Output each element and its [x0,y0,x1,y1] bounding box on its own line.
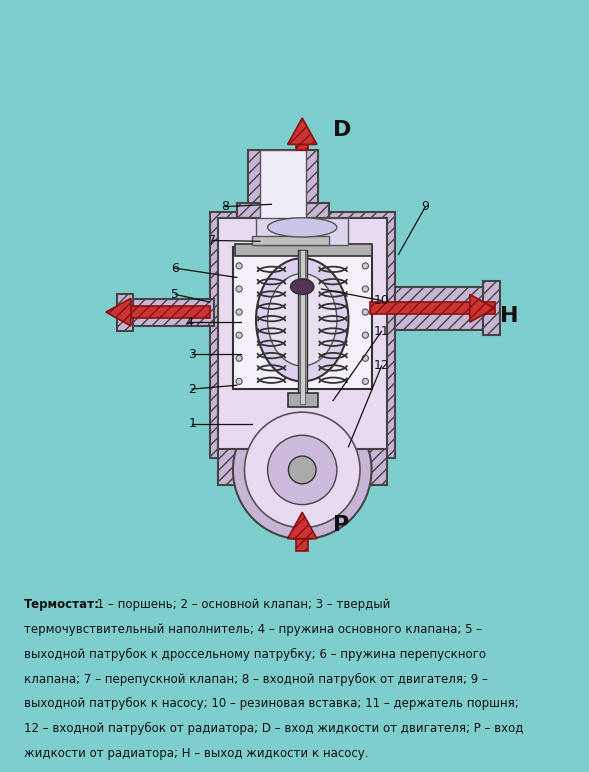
Text: 11: 11 [373,325,389,338]
Bar [235,244,372,256]
Bar [287,393,319,407]
Text: P: P [333,516,349,535]
Polygon shape [470,294,495,322]
Circle shape [244,412,360,528]
Bar [217,443,387,486]
Ellipse shape [267,218,337,237]
Bar [217,218,387,449]
Bar [370,303,495,314]
Text: Термостат:: Термостат: [24,598,100,611]
Bar [256,218,349,245]
Circle shape [267,435,337,505]
Text: 2: 2 [188,383,196,395]
Circle shape [362,262,369,269]
Bar [300,250,305,405]
Circle shape [362,309,369,315]
Text: 8: 8 [221,200,229,213]
Bar [296,144,309,151]
Text: H: H [500,306,519,326]
Circle shape [233,401,372,539]
Circle shape [289,456,316,484]
Circle shape [236,286,242,292]
Text: клапана; 7 – перепускной клапан; 8 – входной патрубок от двигателя; 9 –: клапана; 7 – перепускной клапан; 8 – вхо… [24,672,488,686]
Circle shape [362,286,369,292]
Text: 1: 1 [188,417,196,430]
Text: жидкости от радиатора; H – выход жидкости к насосу.: жидкости от радиатора; H – выход жидкост… [24,747,368,760]
Ellipse shape [291,279,314,294]
Bar [121,299,214,326]
Polygon shape [287,513,317,539]
Circle shape [236,378,242,384]
Text: 4: 4 [185,316,193,329]
Text: 3: 3 [188,348,196,361]
Text: 10: 10 [373,294,389,307]
Circle shape [362,378,369,384]
Bar [131,306,210,318]
Text: выходной патрубок к насосу; 10 – резиновая вставка; 11 – держатель поршня;: выходной патрубок к насосу; 10 – резинов… [24,697,518,710]
Ellipse shape [267,273,337,366]
Text: 9: 9 [422,200,429,213]
Polygon shape [106,298,131,326]
Bar [260,151,306,220]
Bar [233,246,372,389]
Text: 1 – поршень; 2 – основной клапан; 3 – твердый: 1 – поршень; 2 – основной клапан; 3 – тв… [93,598,391,611]
Polygon shape [287,118,317,144]
Bar [117,294,133,330]
Text: 7: 7 [208,234,216,247]
Text: термочувствительный наполнитель; 4 – пружина основного клапана; 5 –: термочувствительный наполнитель; 4 – пру… [24,623,482,636]
Text: 12: 12 [373,360,389,373]
Circle shape [236,332,242,338]
Text: D: D [333,120,352,140]
Text: 6: 6 [171,262,179,275]
Bar [249,151,317,216]
Text: выходной патрубок к дроссельному патрубку; 6 – пружина перепускного: выходной патрубок к дроссельному патрубк… [24,648,485,661]
Circle shape [236,309,242,315]
Text: 5: 5 [171,288,179,301]
Bar [395,287,495,330]
Circle shape [236,262,242,269]
Bar [483,281,500,335]
Bar [210,212,395,459]
Bar [237,203,329,218]
Bar [296,539,309,550]
Circle shape [236,355,242,361]
Text: 12 – входной патрубок от радиатора; D – вход жидкости от двигателя; P – вход: 12 – входной патрубок от радиатора; D – … [24,722,523,735]
Bar [252,236,329,245]
Ellipse shape [256,258,349,381]
Bar [297,250,307,405]
Circle shape [362,355,369,361]
Circle shape [362,332,369,338]
